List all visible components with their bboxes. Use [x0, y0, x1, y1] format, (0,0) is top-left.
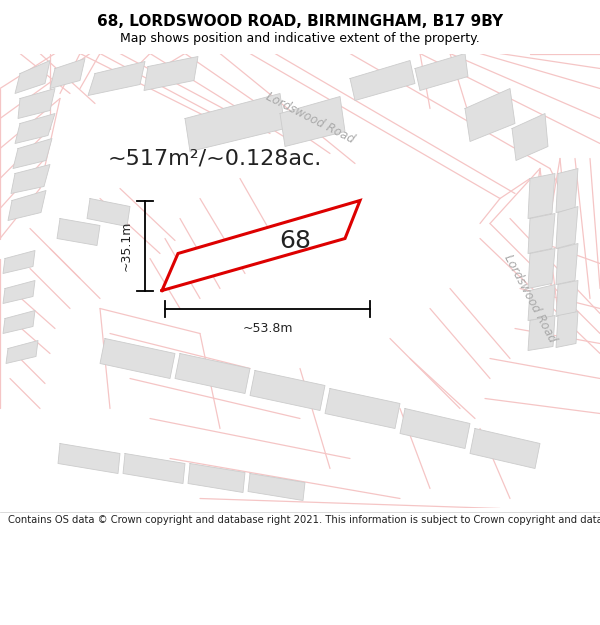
- Polygon shape: [3, 311, 35, 334]
- Polygon shape: [512, 114, 548, 161]
- Polygon shape: [185, 94, 285, 151]
- Polygon shape: [250, 371, 325, 411]
- Polygon shape: [188, 464, 245, 492]
- Polygon shape: [3, 251, 35, 274]
- Polygon shape: [528, 214, 555, 254]
- Polygon shape: [18, 89, 55, 119]
- Polygon shape: [465, 89, 515, 141]
- Polygon shape: [162, 201, 360, 291]
- Polygon shape: [556, 311, 578, 348]
- Polygon shape: [280, 96, 345, 146]
- Polygon shape: [15, 114, 55, 144]
- Polygon shape: [11, 164, 50, 194]
- Polygon shape: [58, 444, 120, 474]
- Polygon shape: [528, 249, 555, 289]
- Polygon shape: [50, 59, 85, 89]
- Text: Map shows position and indicative extent of the property.: Map shows position and indicative extent…: [120, 32, 480, 45]
- Polygon shape: [556, 169, 578, 212]
- Polygon shape: [13, 139, 52, 169]
- Polygon shape: [325, 389, 400, 429]
- Polygon shape: [556, 281, 578, 316]
- Polygon shape: [15, 61, 50, 94]
- Text: Lordswood Road: Lordswood Road: [263, 91, 356, 146]
- Text: Lordswood Road: Lordswood Road: [502, 253, 559, 345]
- Polygon shape: [528, 316, 555, 351]
- Text: ~53.8m: ~53.8m: [242, 322, 293, 336]
- Text: Contains OS data © Crown copyright and database right 2021. This information is : Contains OS data © Crown copyright and d…: [8, 515, 600, 525]
- Text: ~35.1m: ~35.1m: [120, 220, 133, 271]
- Polygon shape: [88, 61, 145, 96]
- Polygon shape: [556, 206, 578, 249]
- Text: ~517m²/~0.128ac.: ~517m²/~0.128ac.: [108, 149, 322, 169]
- Polygon shape: [123, 454, 185, 484]
- Polygon shape: [248, 474, 305, 501]
- Polygon shape: [528, 174, 555, 219]
- Polygon shape: [400, 409, 470, 449]
- Polygon shape: [6, 341, 38, 364]
- Polygon shape: [3, 281, 35, 304]
- Polygon shape: [175, 354, 250, 394]
- Polygon shape: [57, 219, 100, 246]
- Polygon shape: [144, 56, 198, 91]
- Polygon shape: [470, 429, 540, 469]
- Polygon shape: [100, 339, 175, 379]
- Polygon shape: [8, 191, 46, 221]
- Text: 68, LORDSWOOD ROAD, BIRMINGHAM, B17 9BY: 68, LORDSWOOD ROAD, BIRMINGHAM, B17 9BY: [97, 14, 503, 29]
- Polygon shape: [415, 54, 468, 91]
- Text: 68: 68: [279, 229, 311, 253]
- Polygon shape: [87, 199, 130, 226]
- Polygon shape: [528, 284, 555, 321]
- Polygon shape: [556, 244, 578, 284]
- Polygon shape: [350, 61, 415, 101]
